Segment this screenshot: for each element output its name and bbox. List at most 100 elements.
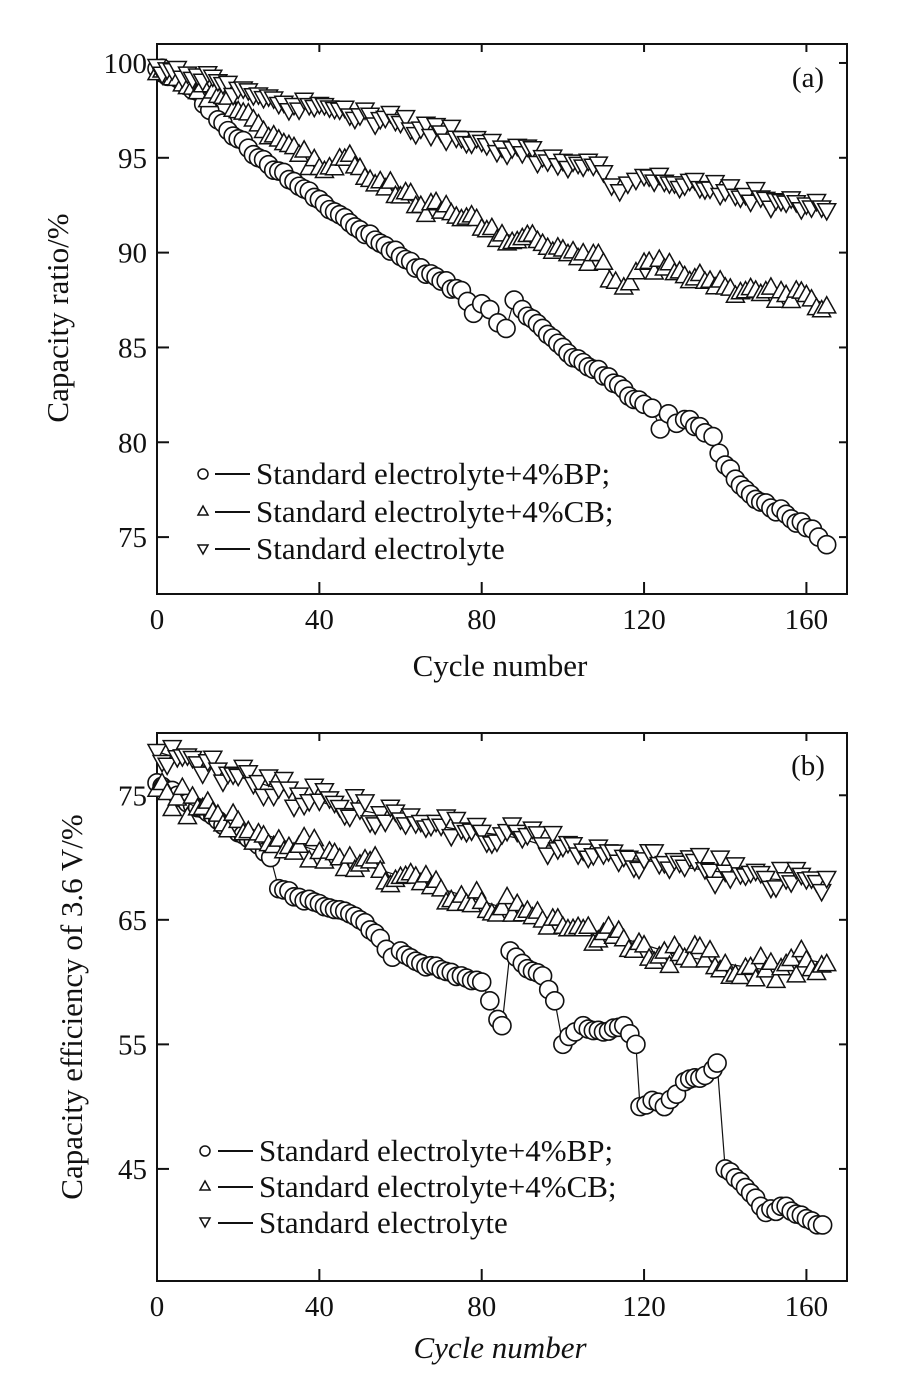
data-point <box>496 318 516 339</box>
data-point <box>704 174 726 194</box>
panel-a: 0 40 80 120 160 75 80 85 90 95 100 (a) Cycle numbe… <box>40 43 848 683</box>
tick-labels: 0 40 80 120 160 75 80 85 90 95 100 <box>104 48 829 636</box>
data-point <box>755 870 777 890</box>
data-point <box>161 797 183 817</box>
series-line <box>156 751 827 881</box>
series-circle <box>147 773 833 1235</box>
data-point <box>720 179 741 198</box>
data-point <box>707 1053 727 1073</box>
plot-frame <box>156 732 848 1282</box>
data-point <box>304 827 325 847</box>
data-point <box>765 969 787 989</box>
data-point <box>816 952 837 972</box>
x-tick-label: 80 <box>467 1291 496 1323</box>
legend: Standard electrolyte+4%BP; Standard elec… <box>196 456 614 566</box>
data-point <box>324 156 345 176</box>
series-triangle-up <box>146 771 837 989</box>
x-tick-label: 120 <box>622 1291 666 1323</box>
x-axis-title: Cycle number <box>413 648 588 683</box>
x-tick-label: 160 <box>785 604 829 636</box>
data-point <box>633 934 655 953</box>
data-point <box>496 885 518 905</box>
x-axis-title: Cycle number <box>413 1330 587 1365</box>
y-tick-label: 45 <box>118 1154 147 1186</box>
data-point <box>491 896 513 916</box>
data-point <box>167 787 188 806</box>
panel-b: 0 40 80 120 160 45 55 65 75 (b) Cycle number Cap… <box>54 732 848 1365</box>
data-point <box>659 954 680 974</box>
data-point <box>395 109 416 129</box>
data-point <box>816 534 837 555</box>
legend-entry-cb: Standard electrolyte+4%CB; <box>198 1169 617 1204</box>
data-point <box>625 261 647 280</box>
legend-marker-triangle-down <box>196 544 210 556</box>
legend-label: Standard electrolyte <box>259 1205 508 1240</box>
data-point <box>440 828 462 848</box>
data-point <box>765 880 787 899</box>
series-triangle-down <box>146 739 837 903</box>
data-point <box>745 967 766 987</box>
data-point <box>532 837 553 856</box>
plot-frame <box>156 43 848 595</box>
data-point <box>537 916 558 935</box>
y-tick-label: 90 <box>118 238 147 270</box>
y-tick-label: 65 <box>118 905 147 937</box>
data-point <box>780 289 802 309</box>
legend-label: Standard electrolyte+4%BP; <box>256 456 610 491</box>
data-point <box>785 964 807 983</box>
data-point <box>273 771 295 791</box>
data-point <box>156 757 178 776</box>
data-point <box>760 951 782 971</box>
data-point <box>730 965 751 985</box>
y-axis-title: Capacity ratio/% <box>40 213 75 422</box>
legend-label: Standard electrolyte+4%CB; <box>256 494 614 529</box>
data-point <box>593 165 614 184</box>
legend-entry-standard: Standard electrolyte <box>198 1205 508 1240</box>
data-point <box>400 181 421 201</box>
data-point <box>704 876 726 895</box>
y-tick-label: 55 <box>118 1029 147 1061</box>
data-point <box>293 139 315 158</box>
legend-marker-triangle-up <box>198 1179 212 1191</box>
legend-label: Standard electrolyte+4%BP; <box>259 1133 613 1168</box>
data-point <box>689 847 711 867</box>
tick-labels: 0 40 80 120 160 45 55 65 75 <box>118 780 828 1323</box>
data-point <box>593 251 614 271</box>
data-point <box>699 939 721 958</box>
data-point <box>816 202 837 222</box>
data-point <box>609 183 630 203</box>
legend-marker-circle <box>197 468 209 480</box>
data-point <box>172 776 193 796</box>
data-point <box>811 883 832 903</box>
data-point <box>642 398 662 418</box>
y-tick-label: 75 <box>118 780 147 812</box>
data-point <box>146 743 168 763</box>
x-tick-label: 40 <box>305 604 334 636</box>
data-point <box>709 850 731 869</box>
legend-marker-triangle-down <box>198 1217 212 1229</box>
data-point <box>415 203 437 223</box>
data-point <box>471 972 492 992</box>
y-tick-label: 85 <box>118 332 147 364</box>
x-tick-label: 160 <box>785 1291 829 1323</box>
data-point <box>375 814 396 833</box>
y-tick-label: 80 <box>118 427 147 459</box>
legend: Standard electrolyte+4%BP; Standard elec… <box>198 1133 617 1240</box>
data-point <box>527 826 548 845</box>
legend-label: Standard electrolyte+4%CB; <box>259 1169 617 1204</box>
data-point <box>238 764 259 784</box>
data-point <box>816 870 837 890</box>
data-point <box>619 271 641 291</box>
data-point <box>626 1034 646 1055</box>
x-tick-label: 80 <box>467 604 496 636</box>
data-point <box>430 878 452 897</box>
data-point <box>694 949 716 968</box>
data-point <box>440 119 462 139</box>
y-tick-label: 75 <box>118 522 147 554</box>
y-tick-label: 100 <box>104 48 148 80</box>
data-point <box>577 252 599 272</box>
data-point <box>339 809 361 829</box>
y-axis-title: Capacity efficiency of 3.6 V/% <box>54 814 89 1199</box>
y-tick-label: 95 <box>118 143 147 175</box>
